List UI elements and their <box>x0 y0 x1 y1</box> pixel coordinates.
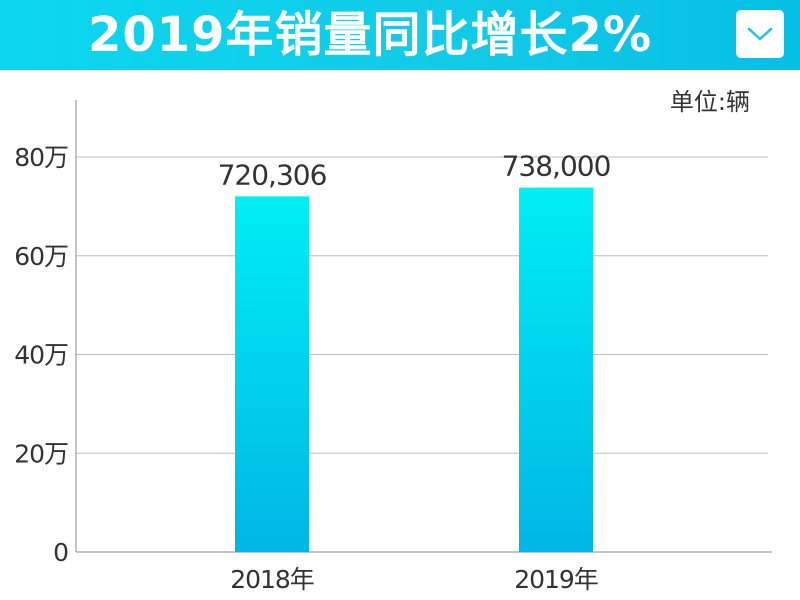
bar <box>235 196 309 552</box>
chevron-down-icon <box>747 27 773 41</box>
x-tick-label: 2018年 <box>230 565 314 594</box>
bar-value-label: 738,000 <box>502 150 611 183</box>
x-tick-label: 2019年 <box>514 565 598 594</box>
unit-label: 单位:辆 <box>669 88 750 116</box>
menu-button[interactable] <box>736 10 784 58</box>
page-title: 2019年销量同比增长2% <box>87 7 653 63</box>
bar-value-label: 720,306 <box>218 158 327 191</box>
header-bar: 2019年销量同比增长2% <box>0 0 800 70</box>
y-tick-label: 20万 <box>14 439 68 468</box>
y-tick-label: 0 <box>53 538 68 567</box>
y-tick-label: 40万 <box>14 341 68 370</box>
bar <box>519 187 593 553</box>
y-tick-label: 80万 <box>14 143 68 172</box>
y-tick-label: 60万 <box>14 242 68 271</box>
